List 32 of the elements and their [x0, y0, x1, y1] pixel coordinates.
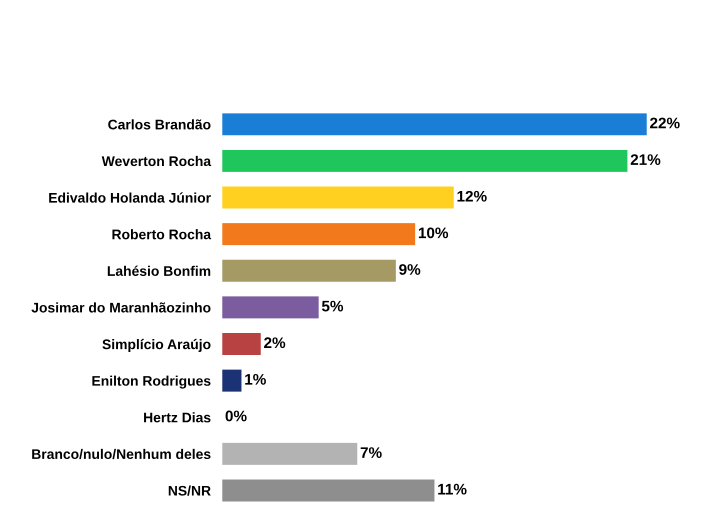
y-tick-label: Weverton Rocha — [102, 156, 212, 166]
y-tick-label: Enilton Rodrigues — [92, 376, 210, 389]
data-label: 9% — [399, 264, 420, 275]
bar — [222, 260, 396, 282]
data-label: 5% — [322, 300, 344, 312]
data-label: 10% — [418, 227, 448, 238]
y-tick-label: Simplício Araújo — [102, 338, 211, 352]
data-label: 12% — [457, 190, 487, 202]
bar — [222, 223, 416, 246]
bar — [222, 370, 242, 392]
data-label: 0% — [226, 410, 247, 422]
y-tick-label: Carlos Brandão — [108, 119, 211, 130]
y-tick-label: Branco/nulo/Nenhum deles — [32, 448, 210, 460]
data-label: 1% — [245, 374, 266, 385]
data-label: 21% — [630, 154, 660, 165]
y-tick-label: Edivaldo Holanda Júnior — [49, 192, 211, 203]
y-tick-label: NS/NR — [168, 485, 211, 496]
bar — [222, 296, 319, 318]
bar — [222, 113, 647, 136]
y-tick-label: Hertz Dias — [144, 412, 210, 422]
y-tick-label: Lahésio Bonfim — [108, 266, 210, 276]
data-label: 11% — [438, 484, 467, 495]
bar — [222, 442, 358, 465]
bar — [222, 480, 434, 502]
data-label: 22% — [650, 118, 680, 128]
data-label: 7% — [360, 447, 382, 458]
bar — [222, 150, 628, 172]
y-tick-label: Roberto Rocha — [112, 229, 212, 240]
data-label: 2% — [264, 337, 286, 348]
y-tick-label: Josimar do Maranhãozinho — [31, 302, 211, 313]
bar — [222, 186, 454, 209]
bar — [222, 333, 261, 356]
